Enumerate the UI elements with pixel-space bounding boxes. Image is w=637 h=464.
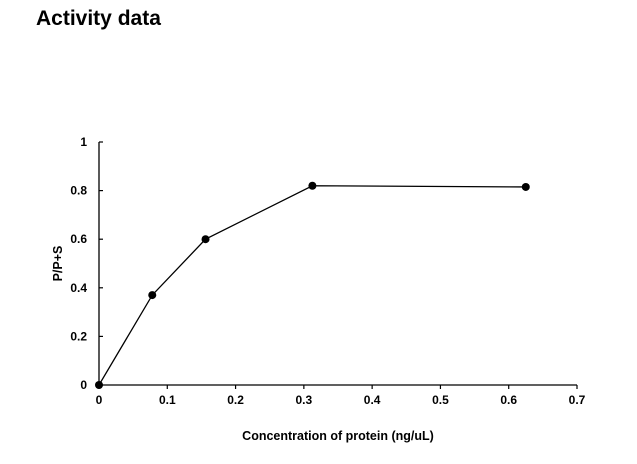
y-tick-label: 1 [80,135,87,149]
y-tick-label: 0.4 [70,281,87,295]
y-tick-label: 0.8 [70,184,87,198]
data-point [521,182,530,191]
x-tick-label: 0.6 [500,393,517,407]
x-tick-label: 0 [96,393,103,407]
data-point [308,181,317,190]
y-axis-label: P/P+S [51,246,65,282]
x-tick-label: 0.2 [227,393,244,407]
chart-axes [98,142,577,386]
x-tick-label: 0.3 [296,393,313,407]
x-tick-label: 0.4 [364,393,381,407]
x-tick-label: 0.1 [159,393,176,407]
y-tick-label: 0 [80,378,87,392]
x-tick-label: 0.7 [569,393,586,407]
page-title: Activity data [36,7,161,30]
data-point [148,291,157,300]
data-point [201,235,210,244]
x-tick-label: 0.5 [432,393,449,407]
y-tick-label: 0.6 [70,232,87,246]
chart-plot-area [95,181,530,389]
series-line [98,185,526,386]
x-axis-label: Concentration of protein (ng/uL) [242,429,434,443]
chart-ticks: 0 0.1 0.2 0.3 0.4 0.5 0.6 0.7 0 0.2 0.4 0.6 0.8 1 [70,135,585,407]
y-tick-label: 0.2 [70,329,87,343]
data-point [95,381,103,389]
